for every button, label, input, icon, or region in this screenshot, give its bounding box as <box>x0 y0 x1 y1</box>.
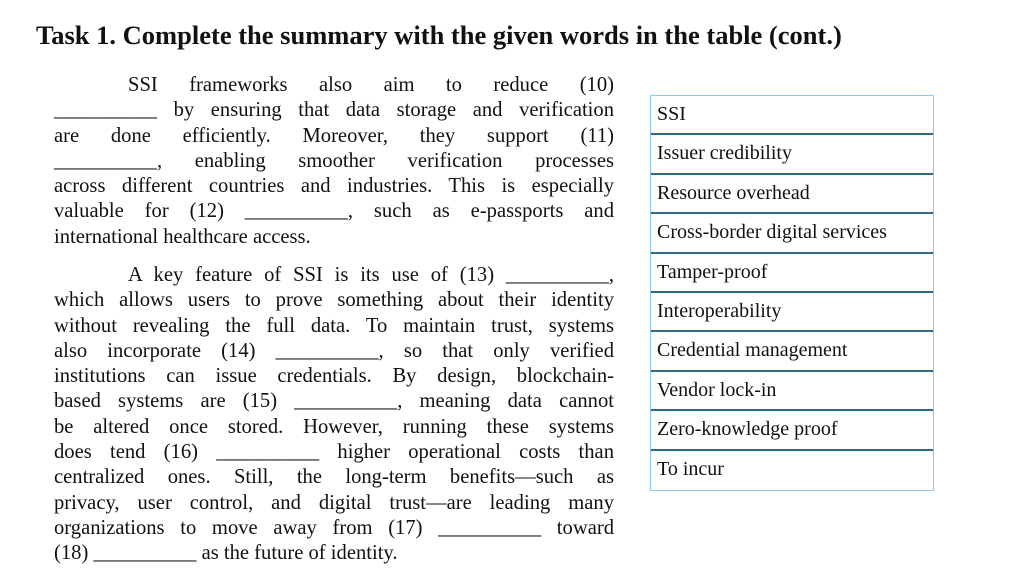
paragraph-line: (18) __________ as the future of identit… <box>54 542 398 565</box>
paragraph-line: valuable for (12) __________, such as e-… <box>54 200 614 223</box>
paragraph-line: SSI frameworks also aim to reduce (10) <box>128 74 614 96</box>
paragraph-line: organizations to move away from (17) ___… <box>54 516 614 539</box>
paragraph-line: __________ by ensuring that data storage… <box>54 99 614 122</box>
paragraph-line: are done efficiently. Moreover, they sup… <box>54 124 614 147</box>
summary-paragraph-2: A key feature of SSI is its use of (13) … <box>54 263 614 567</box>
paragraph-line: centralized ones. Still, the long-term b… <box>54 466 614 489</box>
word-table-row: SSI <box>651 96 933 136</box>
paragraph-line: based systems are (15) __________, meani… <box>54 390 614 413</box>
page-title: Task 1. Complete the summary with the gi… <box>36 20 842 50</box>
summary-paragraph-1: SSI frameworks also aim to reduce (10) __… <box>54 73 614 250</box>
paragraph-line: __________, enabling smoother verificati… <box>54 149 614 172</box>
word-table-row: Zero-knowledge proof <box>651 411 933 451</box>
word-table: SSI Issuer credibility Resource overhead Cr… <box>650 95 934 491</box>
word-table-row: Cross-border digital services <box>651 214 933 254</box>
paragraph-line: A key feature of SSI is its use of (13) … <box>128 264 614 286</box>
word-table-row: Resource overhead <box>651 175 933 215</box>
word-table-row: Tamper-proof <box>651 254 933 293</box>
paragraph-line: be altered once stored. However, running… <box>54 415 614 438</box>
paragraph-line: also incorporate (14) __________, so tha… <box>54 339 614 362</box>
paragraph-line: institutions can issue credentials. By d… <box>54 365 614 388</box>
word-table-row: Issuer credibility <box>651 135 933 175</box>
word-table-row: Credential management <box>651 332 933 372</box>
paragraph-line: international healthcare access. <box>54 225 311 248</box>
word-table-row: Interoperability <box>651 293 933 333</box>
paragraph-line: does tend (16) __________ higher operati… <box>54 441 614 464</box>
paragraph-line: across different countries and industrie… <box>54 175 614 198</box>
word-table-row: Vendor lock-in <box>651 372 933 412</box>
paragraph-line: which allows users to prove something ab… <box>54 289 614 312</box>
word-table-row: To incur <box>657 457 724 480</box>
paragraph-line: privacy, user control, and digital trust… <box>54 491 614 514</box>
paragraph-line: without revealing the full data. To main… <box>54 314 614 337</box>
